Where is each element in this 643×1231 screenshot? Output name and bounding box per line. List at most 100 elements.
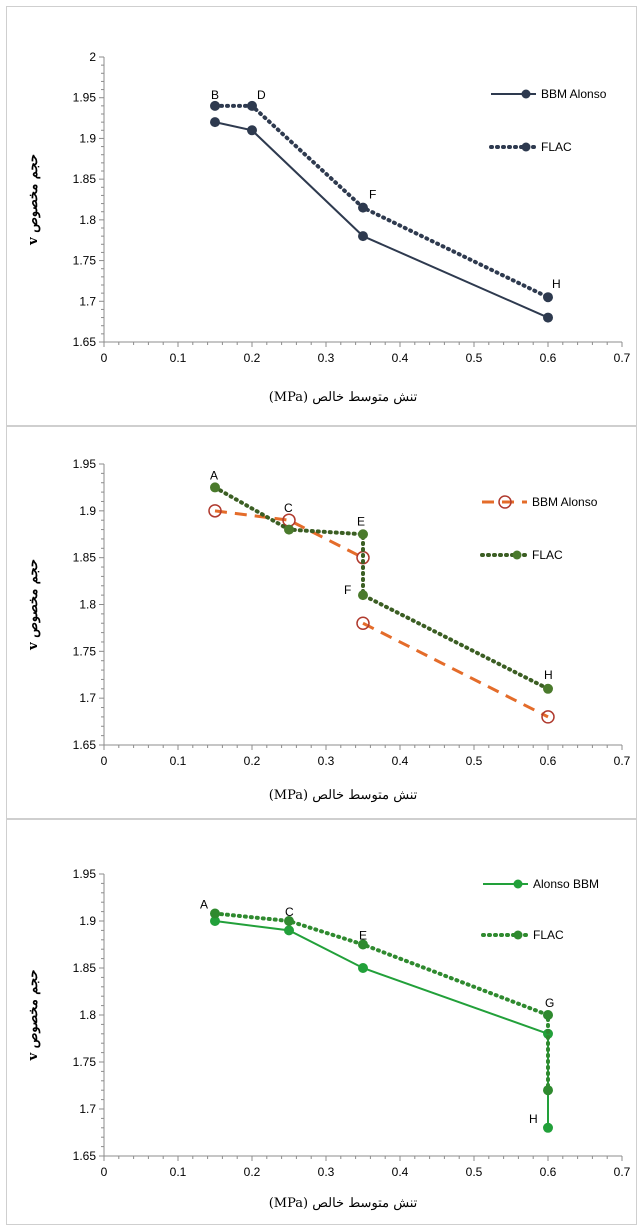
y-tick-label: 1.65 — [73, 738, 97, 752]
y-tick-label: 1.75 — [73, 644, 97, 658]
point-annotation: H — [529, 1112, 538, 1126]
chart-panel-1: 1.65 1.7 1.75 1.8 1.85 1.9 1.95 2 0 0.1 0.2 0.3 0.4 0… — [6, 6, 637, 426]
y-tick-label: 1.85 — [73, 172, 97, 186]
data-point — [247, 125, 257, 136]
series-line-1 — [362, 621, 549, 719]
x-tick-label: 0.4 — [392, 351, 409, 365]
legend-marker-2 — [513, 930, 523, 940]
y-tick-label: 1.9 — [79, 914, 96, 928]
chart-panel-2: 1.65 1.7 1.75 1.8 1.85 1.9 1.95 0 0.1 0.2 0.3 0.4 0.… — [6, 426, 637, 819]
x-tick-label: 0.2 — [244, 754, 261, 768]
data-point — [210, 117, 220, 128]
data-point — [210, 100, 220, 111]
y-axis-label: حجم مخصوص v — [26, 559, 41, 651]
data-point — [358, 939, 368, 950]
point-annotation: B — [211, 88, 219, 102]
point-annotation: H — [544, 668, 553, 682]
y-tick-label: 1.75 — [73, 254, 97, 268]
x-tick-label: 0.5 — [466, 351, 483, 365]
legend-label-2: FLAC — [541, 140, 572, 154]
x-tick-label: 0.2 — [244, 1165, 261, 1179]
x-tick-label: 0.6 — [540, 351, 557, 365]
y-tick-label: 1.85 — [73, 551, 97, 565]
y-tick-label: 1.85 — [73, 961, 97, 975]
legend-label-1: BBM Alonso — [541, 87, 607, 101]
point-annotation: E — [357, 514, 365, 528]
x-tick-label: 0.4 — [392, 1165, 409, 1179]
data-point — [543, 683, 553, 694]
y-tick-label: 1.75 — [73, 1055, 97, 1069]
data-point — [210, 908, 220, 919]
legend-marker-2 — [521, 142, 531, 152]
y-tick-label: 2 — [89, 50, 96, 64]
point-annotation: F — [369, 188, 376, 202]
data-point — [358, 963, 368, 973]
data-point — [284, 925, 294, 936]
series-line-1 — [214, 509, 364, 560]
legend-marker-1 — [521, 89, 531, 99]
point-annotation: C — [284, 501, 293, 515]
data-point — [247, 100, 257, 111]
chart-2-svg: 1.65 1.7 1.75 1.8 1.85 1.9 1.95 0 0.1 0.2 0.3 0.4 0.… — [26, 457, 631, 803]
data-point — [543, 292, 553, 303]
data-point — [543, 1010, 553, 1020]
data-point — [210, 482, 220, 493]
x-tick-label: 0.6 — [540, 754, 557, 768]
data-point — [543, 1085, 553, 1096]
x-tick-label: 0.3 — [318, 351, 335, 365]
y-tick-label: 1.9 — [79, 504, 96, 518]
point-annotation: G — [545, 996, 554, 1010]
y-axis-label: حجم مخصوص v — [26, 970, 41, 1062]
x-tick-label: 0.3 — [318, 754, 335, 768]
legend-marker-2 — [512, 550, 522, 560]
legend-label-1: BBM Alonso — [532, 495, 598, 509]
x-tick-label: 0.3 — [318, 1165, 335, 1179]
series-line-1 — [214, 121, 549, 319]
point-annotation: F — [344, 583, 351, 597]
y-tick-label: 1.8 — [79, 213, 96, 227]
series-line-2 — [213, 103, 550, 300]
data-point — [543, 312, 553, 323]
series-line-1 — [214, 920, 549, 1128]
x-tick-label: 0.2 — [244, 351, 261, 365]
x-tick-label: 0.1 — [170, 351, 187, 365]
series-line-2 — [213, 911, 550, 1093]
chart-1-svg: 1.65 1.7 1.75 1.8 1.85 1.9 1.95 2 0 0.1 0.2 0.3 0.4 0… — [26, 50, 631, 405]
x-axis-label: تنش متوسط خالص (MPa) — [269, 390, 418, 405]
legend-marker-1 — [498, 495, 512, 509]
chart-3-svg: 1.65 1.7 1.75 1.8 1.85 1.9 1.95 0 0.1 0.2 0.3 0.4 0.… — [26, 867, 631, 1211]
legend-marker-1 — [513, 879, 523, 889]
x-tick-label: 0 — [101, 1165, 108, 1179]
x-tick-label: 0.4 — [392, 754, 409, 768]
x-tick-label: 0 — [101, 351, 108, 365]
legend-label-2: FLAC — [532, 548, 563, 562]
point-annotation: H — [552, 277, 561, 291]
x-tick-label: 0.6 — [540, 1165, 557, 1179]
data-point — [358, 202, 368, 213]
y-tick-label: 1.9 — [79, 131, 96, 145]
legend-label-2: FLAC — [533, 928, 564, 942]
x-tick-label: 0.5 — [466, 754, 483, 768]
y-tick-label: 1.8 — [79, 598, 96, 612]
data-point — [541, 710, 555, 724]
point-annotation: A — [200, 897, 208, 911]
chart-panel-3: 1.65 1.7 1.75 1.8 1.85 1.9 1.95 0 0.1 0.2 0.3 0.4 0.… — [6, 819, 637, 1225]
y-tick-label: 1.95 — [73, 457, 97, 471]
data-point — [284, 916, 294, 926]
point-annotation: E — [359, 929, 367, 943]
x-tick-label: 0.1 — [170, 754, 187, 768]
series-line-2 — [213, 485, 550, 691]
x-axis-label: تنش متوسط خالص (MPa) — [269, 1196, 418, 1211]
data-point — [358, 529, 368, 540]
data-point — [356, 616, 370, 630]
y-tick-label: 1.7 — [79, 294, 96, 308]
point-annotation: D — [257, 88, 266, 102]
y-tick-label: 1.7 — [79, 691, 96, 705]
x-tick-label: 0 — [101, 754, 108, 768]
data-point — [543, 1122, 553, 1133]
y-axis-label: حجم مخصوص v — [26, 154, 41, 246]
legend-label-1: Alonso BBM — [533, 877, 599, 891]
data-point — [208, 504, 222, 518]
x-axis-label: تنش متوسط خالص (MPa) — [269, 788, 418, 803]
y-tick-label: 1.7 — [79, 1102, 96, 1116]
